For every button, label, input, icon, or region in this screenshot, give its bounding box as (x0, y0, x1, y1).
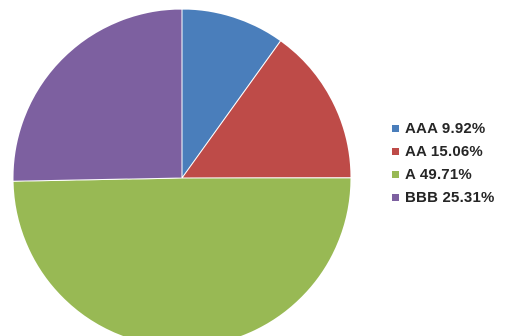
legend-swatch (392, 125, 399, 132)
legend-category: BBB (405, 189, 439, 206)
legend-value: 25.31% (442, 189, 495, 206)
legend-value: 15.06% (430, 143, 483, 160)
legend-category: AA (405, 143, 427, 160)
legend-swatch (392, 194, 399, 201)
legend-label: BBB 25.31% (405, 189, 495, 206)
legend-value: 9.92% (441, 120, 486, 137)
legend-swatch (392, 148, 399, 155)
legend: AAA 9.92% AA 15.06% A 49.71% BBB 25.31% (392, 117, 495, 209)
legend-swatch (392, 171, 399, 178)
legend-value: 49.71% (419, 166, 472, 183)
legend-category: AAA (405, 120, 438, 137)
legend-label: AA 15.06% (405, 143, 483, 160)
pie-slice-a (12, 177, 352, 336)
pie-slice-bbb (12, 8, 183, 182)
legend-item-aa: AA 15.06% (392, 140, 495, 163)
pie-slice-aa (181, 40, 352, 179)
legend-item-a: A 49.71% (392, 163, 495, 186)
legend-item-aaa: AAA 9.92% (392, 117, 495, 140)
pie-slice-aaa (181, 8, 282, 180)
legend-label: AAA 9.92% (405, 120, 485, 137)
legend-item-bbb: BBB 25.31% (392, 186, 495, 209)
legend-category: A (405, 166, 416, 183)
legend-label: A 49.71% (405, 166, 472, 183)
